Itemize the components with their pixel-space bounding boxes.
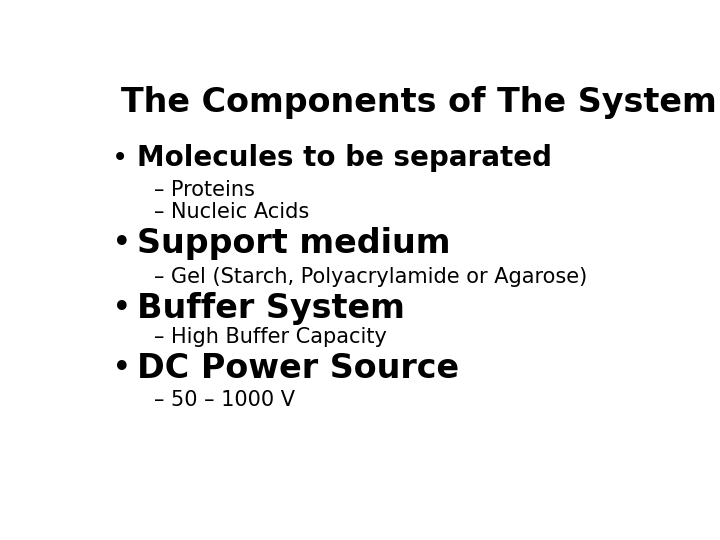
Text: The Components of The System: The Components of The System: [121, 85, 716, 119]
Text: •: •: [112, 227, 132, 260]
Text: •: •: [112, 144, 129, 172]
Text: – Nucleic Acids: – Nucleic Acids: [154, 202, 310, 222]
Text: Buffer System: Buffer System: [138, 292, 405, 325]
Text: – 50 – 1000 V: – 50 – 1000 V: [154, 389, 295, 409]
Text: DC Power Source: DC Power Source: [138, 352, 459, 385]
Text: •: •: [112, 352, 132, 385]
Text: – High Buffer Capacity: – High Buffer Capacity: [154, 327, 387, 347]
Text: – Gel (Starch, Polyacrylamide or Agarose): – Gel (Starch, Polyacrylamide or Agarose…: [154, 267, 588, 287]
Text: Molecules to be separated: Molecules to be separated: [138, 144, 552, 172]
Text: – Proteins: – Proteins: [154, 179, 255, 200]
Text: Support medium: Support medium: [138, 227, 451, 260]
Text: •: •: [112, 292, 132, 325]
